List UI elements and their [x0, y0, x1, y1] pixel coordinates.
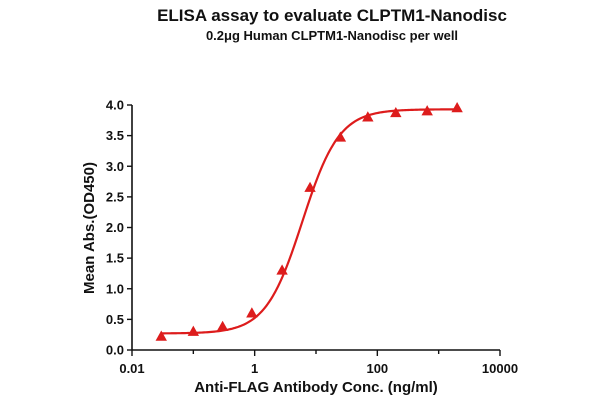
data-point-triangle — [155, 330, 167, 341]
x-axis-label: Anti-FLAG Antibody Conc. (ng/ml) — [194, 379, 438, 396]
data-point-triangle — [304, 181, 316, 192]
data-points — [155, 102, 463, 341]
y-tick-label: 1.0 — [106, 281, 124, 296]
y-tick-label: 0.5 — [106, 312, 124, 327]
data-point-triangle — [276, 264, 288, 275]
data-point-triangle — [246, 307, 258, 318]
data-point-triangle — [187, 325, 200, 336]
data-point-triangle — [390, 106, 402, 118]
data-point-triangle — [362, 111, 374, 122]
y-axis-label: Mean Abs.(OD450) — [81, 162, 98, 294]
y-tick-label: 3.0 — [106, 159, 124, 174]
y-tick-label: 2.0 — [106, 220, 124, 235]
data-point-triangle — [334, 131, 347, 142]
data-point-triangle — [421, 105, 433, 116]
y-ticks: 0.0 0.5 1.0 1.5 2.0 2.5 3.0 3.5 4.0 — [106, 98, 132, 358]
chart-subtitle: 0.2μg Human CLPTM1-Nanodisc per well — [206, 28, 458, 43]
y-tick-label: 3.5 — [106, 128, 124, 143]
chart-title: ELISA assay to evaluate CLPTM1-Nanodisc — [157, 6, 507, 25]
y-tick-label: 2.5 — [106, 189, 124, 204]
y-tick-label: 4.0 — [106, 98, 124, 113]
y-tick-label: 1.5 — [106, 251, 124, 266]
x-ticks: 0.01 1 100 10000 — [119, 350, 518, 376]
x-tick-label: 10000 — [482, 361, 518, 376]
axes — [131, 105, 500, 351]
x-tick-label: 0.01 — [119, 361, 144, 376]
data-point-triangle — [216, 320, 229, 331]
data-point-triangle — [451, 102, 463, 113]
x-tick-label: 1 — [251, 361, 258, 376]
y-tick-label: 0.0 — [106, 343, 124, 358]
x-tick-label: 100 — [366, 361, 388, 376]
fit-curve — [161, 108, 458, 335]
